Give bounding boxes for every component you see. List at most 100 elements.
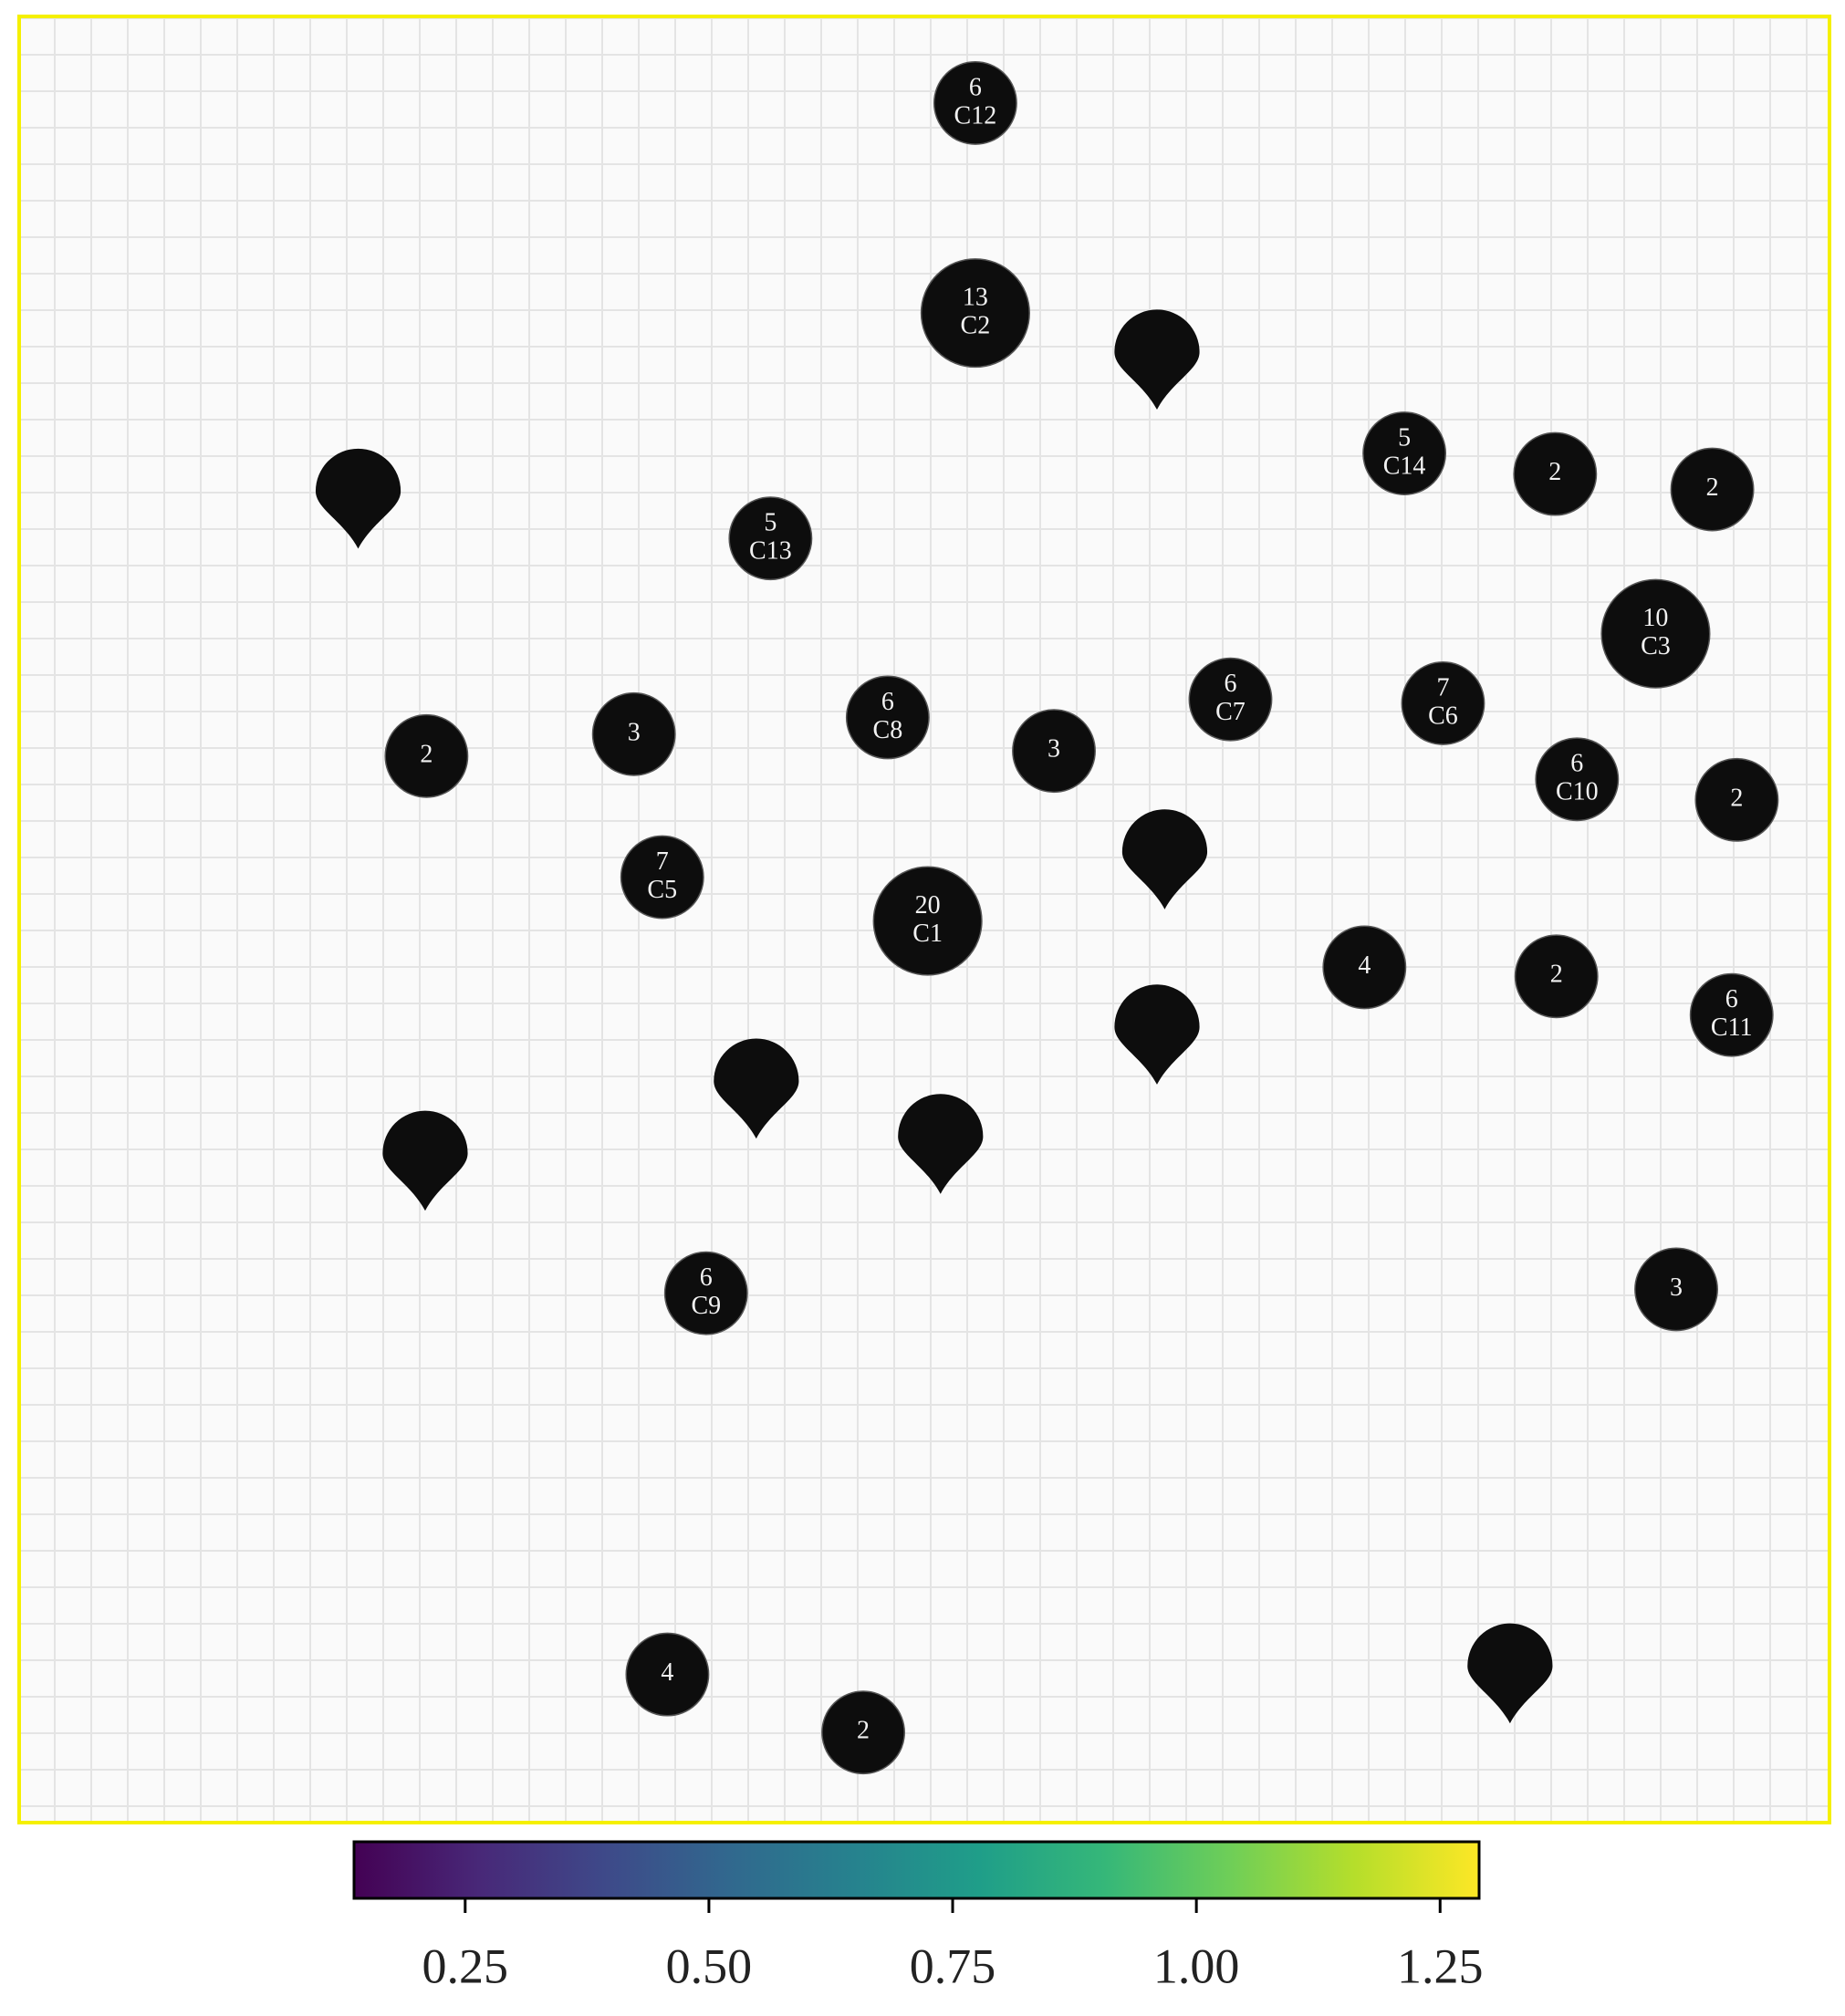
cluster-marker[interactable]: 3 [1634, 1247, 1718, 1332]
cluster-count: 6 [881, 688, 894, 716]
pin-marker[interactable] [382, 1110, 468, 1211]
cluster-marker[interactable]: 2 [1513, 431, 1598, 516]
pin-marker[interactable] [1114, 309, 1200, 410]
cluster-circle[interactable] [1513, 431, 1598, 516]
cluster-circle[interactable] [920, 258, 1030, 369]
cluster-label: C3 [1641, 632, 1671, 660]
pin-marker[interactable] [714, 1038, 799, 1139]
cluster-count: 6 [700, 1263, 713, 1292]
cluster-marker[interactable]: 2 [384, 713, 469, 798]
pin-marker[interactable] [1114, 984, 1200, 1085]
colorbar-tick-label: 0.75 [910, 1938, 996, 1993]
cluster-label: C2 [961, 312, 991, 340]
cluster-circle[interactable] [728, 496, 813, 581]
pin-marker[interactable] [1467, 1623, 1553, 1724]
cluster-count: 7 [1436, 673, 1449, 701]
cluster-circle[interactable] [845, 675, 930, 760]
cluster-count: 13 [963, 284, 988, 312]
cluster-label: C10 [1556, 778, 1599, 806]
cluster-circle[interactable] [663, 1251, 748, 1335]
cluster-count: 5 [764, 509, 777, 537]
cluster-marker[interactable]: 3 [1012, 709, 1096, 794]
colorbar-tick-label: 0.50 [666, 1938, 753, 1993]
cluster-marker[interactable]: 6C8 [845, 675, 930, 760]
cluster-count: 4 [661, 1658, 673, 1687]
cluster-count: 2 [1706, 473, 1719, 502]
cluster-circle[interactable] [1535, 737, 1620, 822]
cluster-circle[interactable] [1694, 757, 1779, 842]
cluster-marker[interactable]: 2 [1670, 447, 1755, 532]
map-frame [17, 15, 1831, 1824]
cluster-circle[interactable] [821, 1690, 905, 1775]
cluster-circle[interactable] [384, 713, 469, 798]
colorbar: 0.25 0.50 0.75 1.00 1.25 [352, 1840, 1484, 1993]
cluster-label: C13 [749, 537, 792, 566]
cluster-count: 3 [628, 718, 641, 746]
cluster-count: 2 [1548, 458, 1561, 486]
cluster-label: C8 [873, 716, 903, 744]
pins [315, 309, 1553, 1724]
cluster-circle[interactable] [1689, 972, 1774, 1057]
cluster-count: 6 [1224, 670, 1236, 698]
cluster-label: C9 [691, 1292, 721, 1320]
cluster-circle[interactable] [1401, 661, 1485, 745]
cluster-count: 2 [1730, 784, 1743, 812]
cluster-circle[interactable] [1670, 447, 1755, 532]
colorbar-tick-label: 1.00 [1153, 1938, 1240, 1993]
cluster-circle[interactable] [620, 835, 704, 920]
cluster-circle[interactable] [1012, 709, 1096, 794]
cluster-label: C7 [1215, 698, 1246, 726]
cluster-marker[interactable]: 6C9 [663, 1251, 748, 1335]
cluster-circle[interactable] [1514, 934, 1599, 1019]
cluster-marker[interactable]: 7C5 [620, 835, 704, 920]
cluster-label: C1 [912, 920, 943, 948]
cluster-label: C14 [1383, 452, 1426, 480]
cluster-marker[interactable]: 7C6 [1401, 661, 1485, 745]
cluster-circle[interactable] [591, 691, 676, 776]
cluster-circle[interactable] [625, 1632, 710, 1717]
cluster-circle[interactable] [1634, 1247, 1718, 1332]
cluster-count: 3 [1048, 735, 1060, 764]
colorbar-gradient [352, 1840, 1481, 1900]
cluster-count: 6 [1725, 985, 1738, 1013]
cluster-count: 4 [1358, 951, 1371, 980]
cluster-count: 2 [1550, 961, 1563, 989]
cluster-marker[interactable]: 2 [1514, 934, 1599, 1019]
cluster-count: 6 [1570, 750, 1583, 778]
cluster-count: 2 [857, 1717, 870, 1745]
cluster-circle[interactable] [1600, 578, 1711, 689]
cluster-marker[interactable]: 2 [821, 1690, 905, 1775]
cluster-label: C11 [1711, 1013, 1753, 1042]
pin-marker[interactable] [898, 1094, 984, 1194]
cluster-marker[interactable]: 3 [591, 691, 676, 776]
cluster-circle[interactable] [933, 61, 1017, 145]
pin-marker[interactable] [1121, 809, 1208, 909]
cluster-circle[interactable] [1322, 925, 1407, 1010]
cluster-circle[interactable] [872, 866, 983, 976]
cluster-count: 20 [915, 891, 941, 920]
cluster-label: C5 [647, 876, 677, 904]
cluster-marker[interactable]: 4 [1322, 925, 1407, 1010]
cluster-count: 10 [1642, 604, 1668, 632]
pin-marker[interactable] [315, 448, 401, 549]
cluster-circle[interactable] [1362, 411, 1447, 495]
cluster-label: C6 [1428, 701, 1458, 730]
cluster-circle[interactable] [1188, 657, 1273, 742]
cluster-count: 2 [420, 740, 433, 768]
cluster-marker[interactable]: 6C7 [1188, 657, 1273, 742]
cluster-count: 3 [1670, 1273, 1683, 1302]
cluster-marker[interactable]: 2 [1694, 757, 1779, 842]
cluster-marker[interactable]: 4 [625, 1632, 710, 1717]
colorbar-tick-label: 0.25 [422, 1938, 509, 1993]
cluster-count: 5 [1398, 423, 1411, 452]
